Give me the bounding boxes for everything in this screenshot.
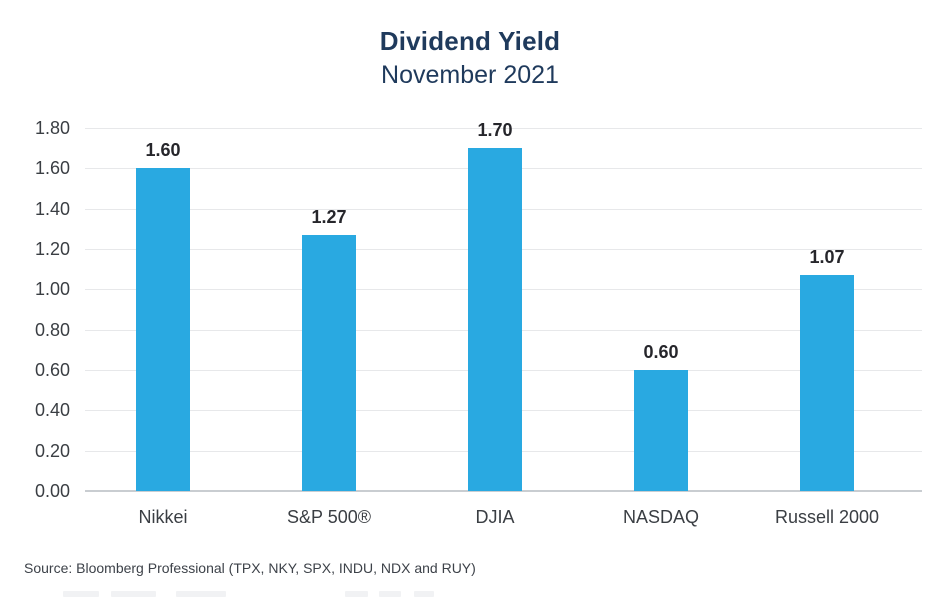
y-axis: 1.80 1.60 1.40 1.20 1.00 0.80 0.60 0.40 0.20 0.00 [0,118,70,501]
source-attribution: Source: Bloomberg Professional (TPX, NKY… [24,560,476,576]
y-tick-label: 1.20 [34,239,70,259]
y-tick-label: 0.60 [34,360,70,380]
bar-value-label: 1.70 [477,120,513,141]
x-category-label: NASDAQ [622,507,700,527]
chart-title: Dividend Yield [379,26,561,56]
bars-layer: 1.60 Nikkei 1.27 S&P 500® 1.70 DJIA 0.60 NASDAQ… [80,120,910,527]
y-tick-label: 0.00 [34,481,70,501]
bar-value-label: 1.07 [809,247,845,268]
x-category-label: Nikkei [138,507,188,527]
chart-header: Dividend Yield November 2021 [0,26,940,90]
bar-value-label: 1.60 [145,140,181,161]
y-tick-label: 1.00 [34,279,70,300]
cropped-bottom-text-artifact [0,591,940,598]
y-tick-label: 0.80 [34,319,70,340]
x-category-label: Russell 2000 [774,507,880,527]
bar-s-p-500- [302,234,356,491]
bar-value-label: 0.60 [643,342,679,362]
y-tick-label: 0.20 [34,440,70,461]
x-axis-baseline [85,490,922,492]
chart-subtitle: November 2021 [381,61,559,89]
y-tick-label: 1.80 [34,118,70,138]
y-tick-label: 1.60 [34,158,70,179]
bar-value-label: 1.27 [311,206,347,227]
bar-russell-2000 [800,275,854,491]
y-tick-label: 1.40 [34,198,70,219]
x-category-label: S&P 500® [287,507,371,527]
bar-nasdaq [634,370,688,491]
gridline [85,128,922,129]
plot-area: 1.60 Nikkei 1.27 S&P 500® 1.70 DJIA 0.60 NASDAQ… [80,120,922,527]
x-category-label: DJIA [475,507,515,527]
bar-nikkei [136,168,190,491]
y-tick-label: 0.40 [34,400,70,421]
bar-djia [468,148,522,491]
